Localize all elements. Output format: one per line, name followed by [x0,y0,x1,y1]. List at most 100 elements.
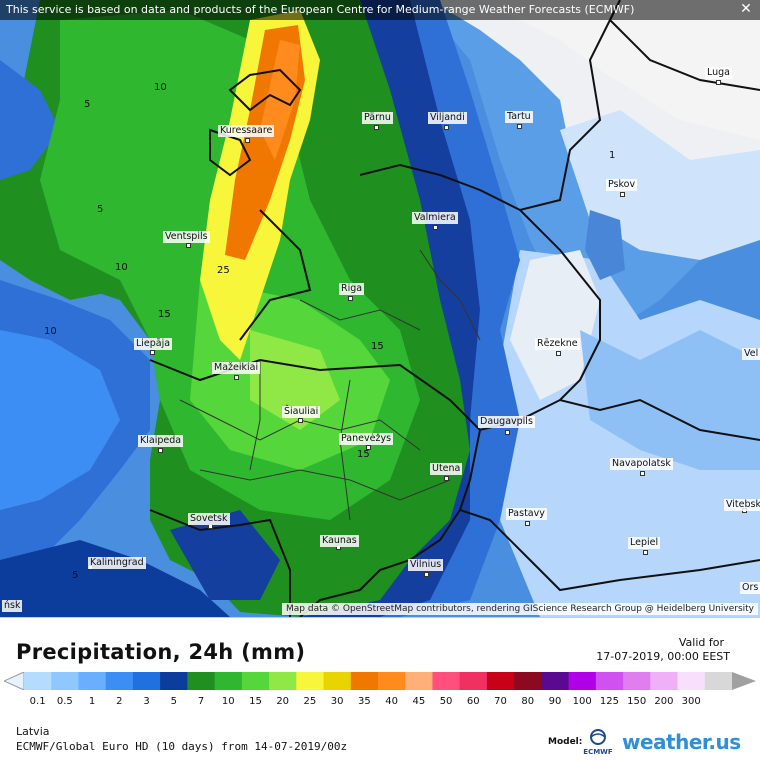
scale-swatch [323,672,352,690]
city-marker [186,243,191,248]
city-label-mazeikiai: Mažeikiai [212,362,261,374]
scale-swatch [241,672,270,690]
city-label-pastavy: Pastavy [506,508,547,520]
scale-tick-label: 35 [358,696,371,707]
city-label-navapolatsk: Navapolatsk [610,458,673,470]
scale-tick-label: 80 [521,696,535,707]
city-marker [374,125,379,130]
city-marker [643,550,648,555]
scale-swatch [486,672,515,690]
city-label-siauliai: Šiauliai [282,406,321,418]
scale-tick-label: 3 [143,696,150,707]
city-label-klaipeda: Klaipeda [138,435,184,447]
region-name: Latvia [16,725,50,738]
scale-tick-label: 5 [170,696,177,707]
city-marker [348,296,353,301]
city-marker [517,124,522,129]
scale-swatch [459,672,488,690]
contour-label: 5 [97,204,104,215]
city-marker [505,430,510,435]
scale-swatch [132,672,161,690]
contour-label: 10 [154,82,167,93]
city-marker [234,375,239,380]
scale-tick-label: 7 [197,696,205,707]
scale-tick-label: 1 [88,696,96,707]
scale-swatch [650,672,679,690]
city-marker [620,192,625,197]
scale-swatch [296,672,325,690]
city-label-tartu: Tartu [505,111,533,123]
city-label-velikie: Vel [742,348,760,360]
city-marker [298,418,303,423]
scale-tick-label: 25 [303,696,317,707]
ecmwf-logo: ECMWF [580,728,616,756]
scale-tick-label: 15 [249,696,262,707]
model-info: ECMWF/Global Euro HD (10 days) from 14-0… [16,740,348,753]
contour-label: 10 [44,326,57,337]
contour-label: 5 [72,570,79,581]
city-label-parnu: Pärnu [362,112,393,124]
scale-tick-label: 300 [681,696,701,707]
city-marker [640,471,645,476]
scale-arrow-right [732,672,756,690]
city-label-vilnius: Vilnius [408,559,444,571]
scale-tick-label: 90 [548,696,562,707]
scale-ticks: 0.1 0.5 1 2 3 5 7 10 15 20 25 30 35 40 45 50 60 70 80 90 100… [0,696,760,710]
scale-swatch [623,672,651,690]
city-label-valmiera: Valmiera [412,212,458,224]
scale-tick-label: 10 [221,696,235,707]
scale-tick-label: 60 [466,696,480,707]
map-canvas [0,0,760,618]
scale-tick-label: 0.5 [56,696,73,707]
scale-tick-label: 30 [330,696,344,707]
valid-time: 17-07-2019, 00:00 EEST [596,650,730,663]
city-label-orsha: Ors [740,582,760,594]
city-label-rezekne: Rēzekne [535,338,580,350]
scale-swatch [269,672,297,690]
city-label-viljandi: Viljandi [428,112,467,124]
scale-swatch [214,672,243,690]
notice-text: This service is based on data and produc… [6,3,635,16]
city-label-liepaja: Liepāja [134,338,173,350]
city-marker [444,125,449,130]
scale-tick-label: 125 [599,696,619,707]
contour-label: 5 [84,99,91,110]
scale-swatch [160,672,188,690]
city-marker [150,350,155,355]
model-label: Model: [548,737,583,747]
city-marker [158,448,163,453]
scale-arrow-left [4,672,25,690]
scale-swatch [51,672,79,690]
city-label-luga: Luga [705,67,732,79]
scale-tick-label: 2 [116,696,123,707]
city-label-sovetsk: Sovetsk [188,513,230,525]
contour-label: 15 [357,449,370,460]
legend-title: Precipitation, 24h (mm) [16,640,306,664]
scale-swatch [595,672,624,690]
scale-swatch [187,672,216,690]
scale-tick-label: 20 [276,696,290,707]
city-marker [245,138,250,143]
city-label-daugavpils: Daugavpils [478,416,535,428]
contour-label: 25 [217,265,230,276]
valid-for-label: Valid for [678,636,724,649]
city-label-pskov: Pskov [606,179,638,191]
color-scale [4,672,756,690]
precipitation-map[interactable]: This service is based on data and produc… [0,0,760,618]
city-label-vitebsk: Vitebsk [724,499,760,511]
city-marker [556,351,561,356]
scale-tick-label: 50 [439,696,453,707]
weather-us-logo[interactable]: weather.us [622,730,741,754]
close-icon[interactable]: ✕ [740,1,752,17]
scale-swatch [568,672,597,690]
city-label-panevezys: Panevėžys [339,433,394,445]
map-attribution: Map data © OpenStreetMap contributors, r… [282,603,758,615]
contour-label: 1 [609,150,616,161]
city-label-baltiysk: ńsk [2,600,23,612]
scale-tick-label: 200 [654,696,674,707]
scale-swatch [378,672,406,690]
city-label-ventspils: Ventspils [163,231,210,243]
scale-tick-label: 0.1 [29,696,46,707]
contour-label: 15 [371,341,384,352]
scale-tick-label: 70 [494,696,507,707]
